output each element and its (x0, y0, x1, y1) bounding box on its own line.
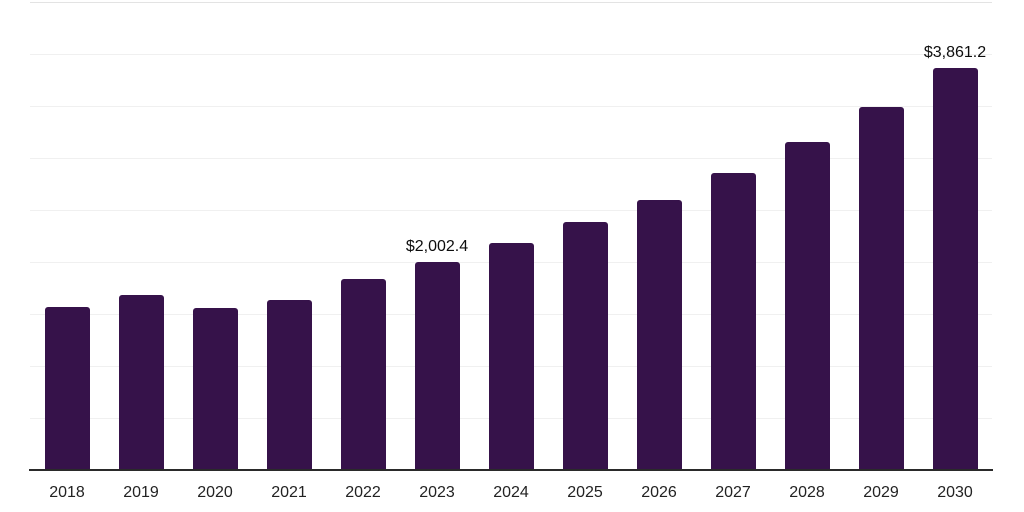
x-axis-label-2019: 2019 (123, 484, 159, 501)
x-axis-label-row: 2018 2019 2020 2021 2022 2023 2024 2025 2026 2027… (30, 484, 992, 506)
bar-2023 (414, 262, 460, 470)
gridline (30, 2, 992, 3)
x-axis-label-2025: 2025 (567, 484, 603, 501)
x-axis-label-2023: 2023 (419, 484, 455, 501)
bar-2026 (636, 200, 682, 470)
bar-2027 (710, 173, 756, 470)
data-label-2023: $2,002.4 (405, 238, 469, 255)
bar-2029 (858, 107, 904, 470)
x-axis-label-2027: 2027 (715, 484, 751, 501)
gridline (30, 158, 992, 159)
gridline (30, 106, 992, 107)
x-axis-line (29, 469, 993, 471)
x-axis-label-2030: 2030 (937, 484, 973, 501)
x-axis-label-2024: 2024 (493, 484, 529, 501)
data-label-2030: $3,861.2 (923, 44, 987, 61)
plot-area: $2,002.4 $3,861.2 (30, 2, 992, 470)
bar-2019 (118, 295, 164, 470)
gridline (30, 54, 992, 55)
gridline (30, 210, 992, 211)
bar-2020 (192, 308, 238, 470)
x-axis-label-2022: 2022 (345, 484, 381, 501)
x-axis-label-2020: 2020 (197, 484, 233, 501)
bar-2021 (266, 300, 312, 470)
bar-2018 (44, 307, 90, 470)
x-axis-label-2018: 2018 (49, 484, 85, 501)
x-axis-label-2029: 2029 (863, 484, 899, 501)
x-axis-label-2028: 2028 (789, 484, 825, 501)
bar-2024 (488, 243, 534, 470)
bar-2028 (784, 142, 830, 470)
bar-2025 (562, 222, 608, 470)
bar-2030 (932, 68, 978, 470)
x-axis-label-2021: 2021 (271, 484, 307, 501)
bar-2022 (340, 279, 386, 470)
x-axis-label-2026: 2026 (641, 484, 677, 501)
